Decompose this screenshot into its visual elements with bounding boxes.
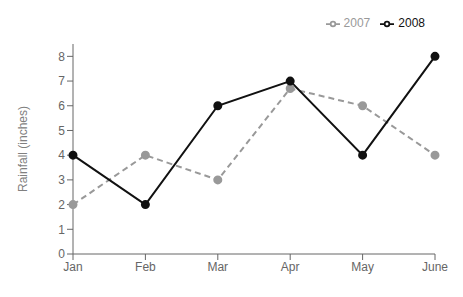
svg-text:0: 0 [58,247,65,261]
svg-text:4: 4 [58,148,65,162]
svg-text:3: 3 [58,173,65,187]
svg-text:Jan: Jan [63,260,82,274]
svg-text:June: June [422,260,448,274]
svg-text:2: 2 [58,198,65,212]
svg-text:May: May [351,260,374,274]
svg-text:8: 8 [58,50,65,64]
svg-text:1: 1 [58,223,65,237]
svg-text:Mar: Mar [207,260,228,274]
svg-text:6: 6 [58,99,65,113]
svg-text:5: 5 [58,124,65,138]
svg-text:Apr: Apr [281,260,300,274]
svg-text:Rainfall (inches): Rainfall (inches) [16,106,30,192]
svg-text:7: 7 [58,74,65,88]
svg-text:Feb: Feb [135,260,156,274]
html-text:2008: 2008 [398,16,425,30]
html-text:2007: 2007 [343,16,371,30]
